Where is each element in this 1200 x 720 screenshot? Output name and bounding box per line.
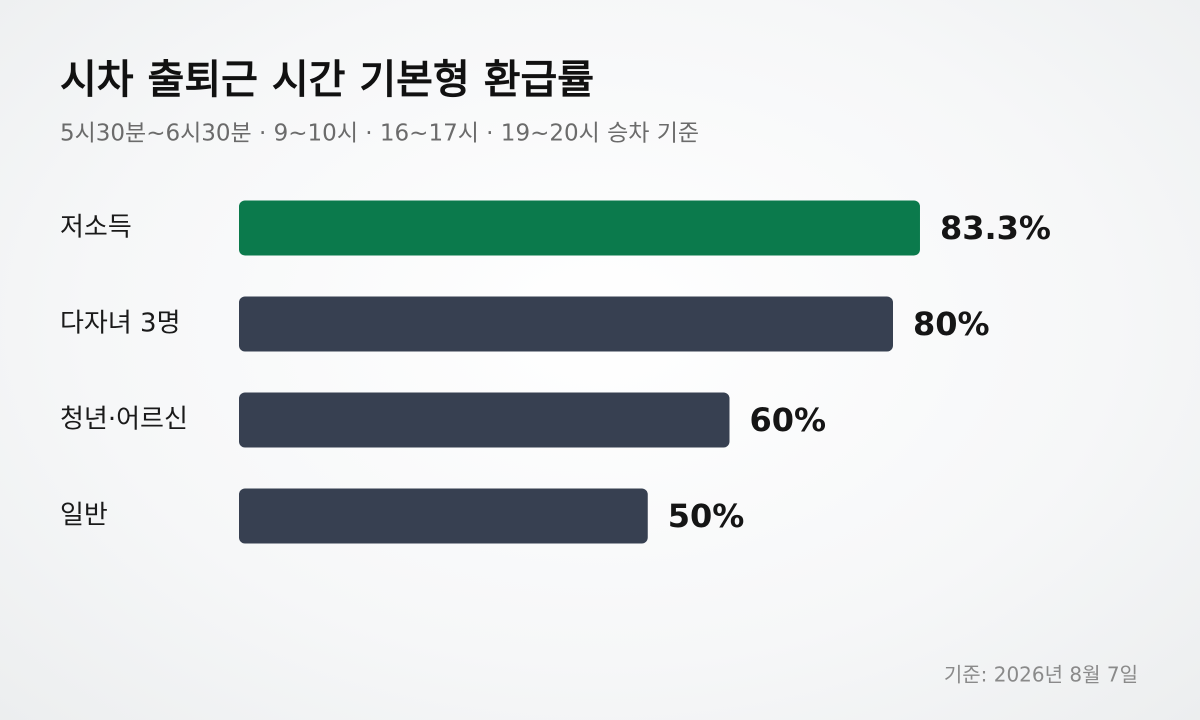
category-label: 저소득: [60, 213, 132, 243]
chart-title: 시차 출퇴근 시간 기본형 환급률: [60, 57, 594, 103]
value-label: 80%: [913, 305, 990, 343]
category-label: 일반: [60, 501, 108, 531]
footnote: 기준: 2026년 8월 7일: [944, 663, 1138, 687]
bar: [239, 392, 730, 448]
chart-subtitle: 5시30분~6시30분 · 9~10시 · 16~17시 · 19~20시 승차…: [60, 121, 699, 147]
value-label: 60%: [750, 401, 827, 439]
category-label: 청년·어르신: [60, 405, 188, 435]
value-label: 50%: [668, 497, 745, 535]
bar: [239, 200, 920, 256]
value-label: 83.3%: [940, 209, 1051, 247]
bar: [239, 296, 893, 352]
category-label: 다자녀 3명: [60, 309, 181, 339]
bar: [239, 488, 648, 544]
